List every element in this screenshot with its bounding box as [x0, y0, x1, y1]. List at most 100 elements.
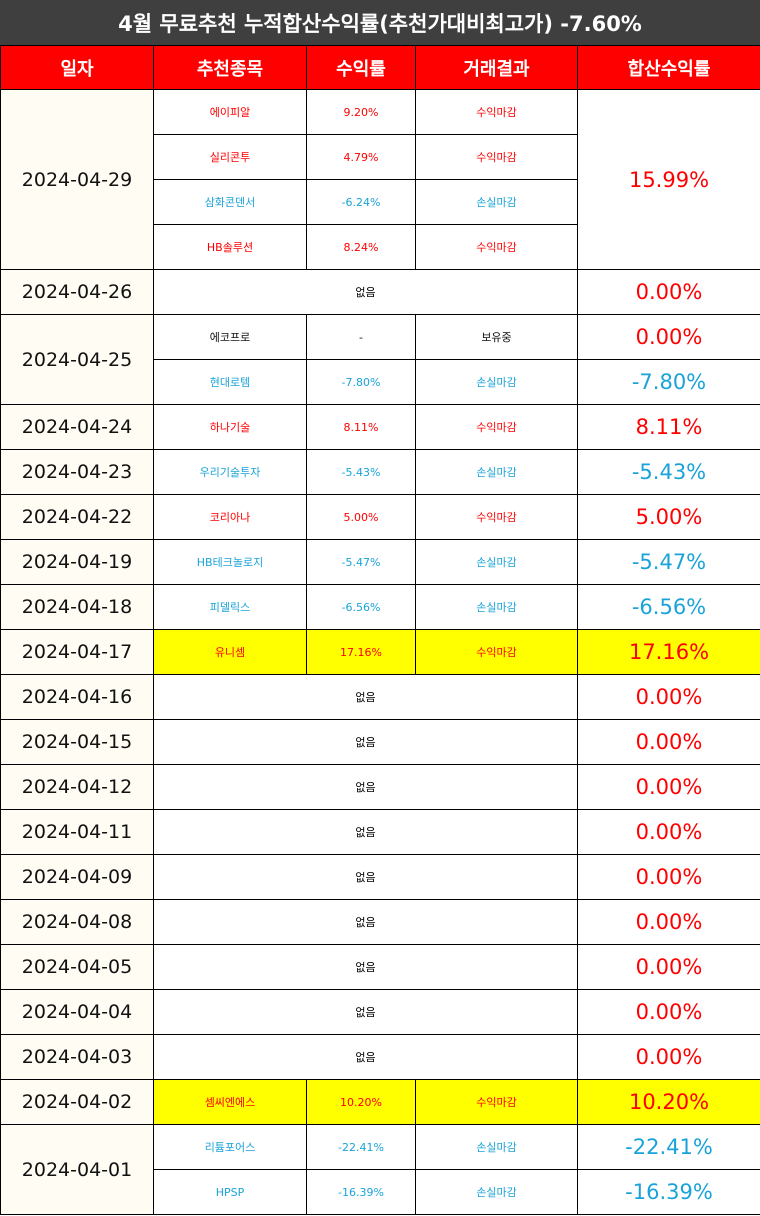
- date-cell: 2024-04-16: [0, 674, 154, 720]
- table-row: 2024-04-29 에이피알 9.20% 수익마감 15.99%: [0, 89, 760, 270]
- result-cell: 손실마감: [415, 1169, 578, 1215]
- table-row: 현대로템 -7.80% 손실마감 -7.80%: [1, 359, 760, 405]
- result-cell: 수익마감: [415, 89, 578, 135]
- date-cell: 2024-04-17: [0, 629, 154, 675]
- stock-name-cell: HPSP: [153, 1169, 307, 1215]
- page-title: 4월 무료추천 누적합산수익률(추천가대비최고가) -7.60%: [0, 0, 760, 45]
- result-cell: 수익마감: [415, 134, 578, 180]
- total-return-cell: 0.00%: [577, 719, 760, 765]
- table-row: 2024-04-19 HB테크놀로지 -5.47% 손실마감 -5.47%: [0, 539, 760, 585]
- stock-name-cell: 에코프로: [153, 314, 307, 360]
- return-cell: -6.24%: [306, 179, 416, 225]
- table-row: 2024-04-11 없음 0.00%: [0, 809, 760, 855]
- date-cell: 2024-04-04: [0, 989, 154, 1035]
- return-cell: 4.79%: [306, 134, 416, 180]
- table-row: 2024-04-17 유니셈 17.16% 수익마감 17.16%: [0, 629, 760, 675]
- total-return-cell: 10.20%: [577, 1079, 760, 1125]
- stock-name-cell: 하나기술: [153, 404, 307, 450]
- result-cell: 손실마감: [415, 584, 578, 630]
- table-row: 삼화콘덴서 -6.24% 손실마감: [1, 179, 760, 225]
- date-cell: 2024-04-19: [0, 539, 154, 585]
- date-cell: 2024-04-02: [0, 1079, 154, 1125]
- total-return-cell: -5.43%: [577, 449, 760, 495]
- table-row: 2024-04-01 리튬포어스 -22.41% 손실마감 -22.41%: [0, 1124, 760, 1215]
- no-recommendation-cell: 없음: [153, 854, 578, 900]
- table-row: 2024-04-16 없음 0.00%: [0, 674, 760, 720]
- total-return-cell: 0.00%: [577, 1034, 760, 1080]
- header-result: 거래결과: [415, 45, 578, 90]
- table-row: 2024-04-26 없음 0.00%: [0, 269, 760, 315]
- date-cell: 2024-04-22: [0, 494, 154, 540]
- no-recommendation-cell: 없음: [153, 719, 578, 765]
- total-return-cell: 0.00%: [577, 314, 760, 360]
- stock-name-cell: 삼화콘덴서: [153, 179, 307, 225]
- header-row: 일자 추천종목 수익률 거래결과 합산수익률: [0, 45, 760, 90]
- stock-name-cell: HB테크놀로지: [153, 539, 307, 585]
- table-row: 2024-04-18 피델릭스 -6.56% 손실마감 -6.56%: [0, 584, 760, 630]
- table-row: 2024-04-23 우리기술투자 -5.43% 손실마감 -5.43%: [0, 449, 760, 495]
- date-cell: 2024-04-09: [0, 854, 154, 900]
- date-cell: 2024-04-15: [0, 719, 154, 765]
- result-cell: 보유중: [415, 314, 578, 360]
- no-recommendation-cell: 없음: [153, 809, 578, 855]
- return-cell: -22.41%: [306, 1124, 416, 1170]
- return-cell: -6.56%: [306, 584, 416, 630]
- return-cell: 8.24%: [306, 224, 416, 270]
- return-cell: 8.11%: [306, 404, 416, 450]
- table-row: 2024-04-08 없음 0.00%: [0, 899, 760, 945]
- total-return-cell: 15.99%: [577, 89, 760, 270]
- return-cell: -7.80%: [306, 359, 416, 405]
- table-row: HB솔루션 8.24% 수익마감: [1, 224, 760, 270]
- stock-name-cell: HB솔루션: [153, 224, 307, 270]
- return-cell: -5.47%: [306, 539, 416, 585]
- total-return-cell: 0.00%: [577, 809, 760, 855]
- result-cell: 수익마감: [415, 404, 578, 450]
- return-cell: -16.39%: [306, 1169, 416, 1215]
- no-recommendation-cell: 없음: [153, 1034, 578, 1080]
- total-return-cell: 0.00%: [577, 944, 760, 990]
- table-row: HPSP -16.39% 손실마감 -16.39%: [1, 1169, 760, 1215]
- return-cell: 5.00%: [306, 494, 416, 540]
- stock-name-cell: 우리기술투자: [153, 449, 307, 495]
- total-return-cell: 0.00%: [577, 854, 760, 900]
- total-return-cell: -7.80%: [577, 359, 760, 405]
- date-cell: 2024-04-08: [0, 899, 154, 945]
- result-cell: 수익마감: [415, 1079, 578, 1125]
- total-return-cell: 5.00%: [577, 494, 760, 540]
- date-cell: 2024-04-01: [0, 1124, 154, 1215]
- return-cell: 9.20%: [306, 89, 416, 135]
- table-row: 2024-04-15 없음 0.00%: [0, 719, 760, 765]
- stock-name-cell: 현대로템: [153, 359, 307, 405]
- no-recommendation-cell: 없음: [153, 944, 578, 990]
- stock-name-cell: 유니셈: [153, 629, 307, 675]
- date-cell: 2024-04-29: [0, 89, 154, 270]
- date-cell: 2024-04-24: [0, 404, 154, 450]
- no-recommendation-cell: 없음: [153, 899, 578, 945]
- total-return-cell: -6.56%: [577, 584, 760, 630]
- header-stock: 추천종목: [153, 45, 307, 90]
- header-return: 수익률: [306, 45, 416, 90]
- table-row: 2024-04-25 에코프로 - 보유중 0.00%: [0, 314, 760, 405]
- header-date: 일자: [0, 45, 154, 90]
- no-recommendation-cell: 없음: [153, 269, 578, 315]
- stock-name-cell: 셈씨엔에스: [153, 1079, 307, 1125]
- returns-table: 일자 추천종목 수익률 거래결과 합산수익률 2024-04-29 에이피알 9.2…: [0, 45, 760, 1215]
- no-recommendation-cell: 없음: [153, 764, 578, 810]
- date-cell: 2024-04-18: [0, 584, 154, 630]
- total-return-cell: 0.00%: [577, 989, 760, 1035]
- result-cell: 수익마감: [415, 629, 578, 675]
- total-return-cell: 0.00%: [577, 269, 760, 315]
- result-cell: 손실마감: [415, 449, 578, 495]
- return-cell: 17.16%: [306, 629, 416, 675]
- no-recommendation-cell: 없음: [153, 989, 578, 1035]
- result-cell: 손실마감: [415, 1124, 578, 1170]
- table-row: 2024-04-09 없음 0.00%: [0, 854, 760, 900]
- total-return-cell: -16.39%: [577, 1169, 760, 1215]
- date-cell: 2024-04-12: [0, 764, 154, 810]
- stock-name-cell: 리튬포어스: [153, 1124, 307, 1170]
- total-return-cell: -5.47%: [577, 539, 760, 585]
- date-cell: 2024-04-03: [0, 1034, 154, 1080]
- stock-name-cell: 실리콘투: [153, 134, 307, 180]
- table-row: 2024-04-04 없음 0.00%: [0, 989, 760, 1035]
- total-return-cell: 17.16%: [577, 629, 760, 675]
